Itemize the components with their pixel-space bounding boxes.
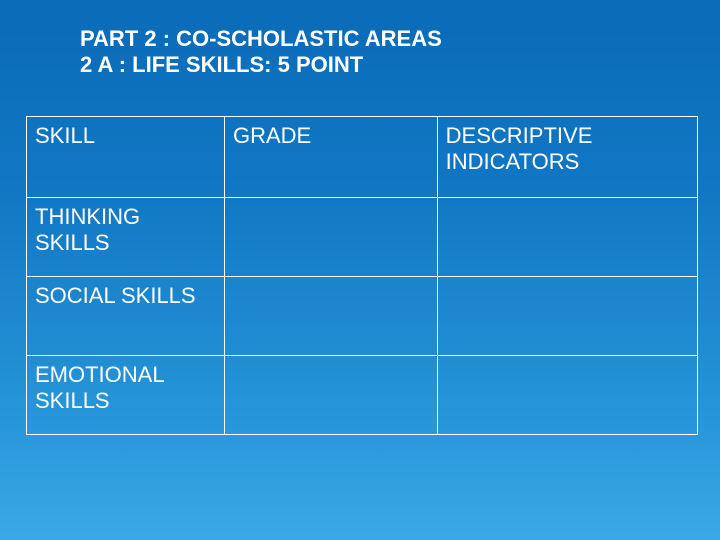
title-line-2: 2 A : LIFE SKILLS: 5 POINT (80, 52, 442, 78)
table-header-row: SKILL GRADE DESCRIPTIVE INDICATORS (27, 117, 698, 198)
cell-indicators (437, 198, 697, 277)
table-row: EMOTIONAL SKILLS (27, 356, 698, 435)
skills-table: SKILL GRADE DESCRIPTIVE INDICATORS THINK… (26, 116, 698, 435)
cell-skill: EMOTIONAL SKILLS (27, 356, 225, 435)
cell-skill: THINKING SKILLS (27, 198, 225, 277)
table-row: SOCIAL SKILLS (27, 277, 698, 356)
cell-indicators (437, 277, 697, 356)
cell-skill: SOCIAL SKILLS (27, 277, 225, 356)
cell-grade (224, 277, 437, 356)
title-line-1: PART 2 : CO-SCHOLASTIC AREAS (80, 26, 442, 52)
skills-table-container: SKILL GRADE DESCRIPTIVE INDICATORS THINK… (26, 116, 698, 435)
table-row: THINKING SKILLS (27, 198, 698, 277)
header-grade: GRADE (224, 117, 437, 198)
cell-indicators (437, 356, 697, 435)
header-descriptive-indicators: DESCRIPTIVE INDICATORS (437, 117, 697, 198)
cell-grade (224, 356, 437, 435)
header-skill: SKILL (27, 117, 225, 198)
cell-grade (224, 198, 437, 277)
title-block: PART 2 : CO-SCHOLASTIC AREAS 2 A : LIFE … (80, 26, 442, 79)
